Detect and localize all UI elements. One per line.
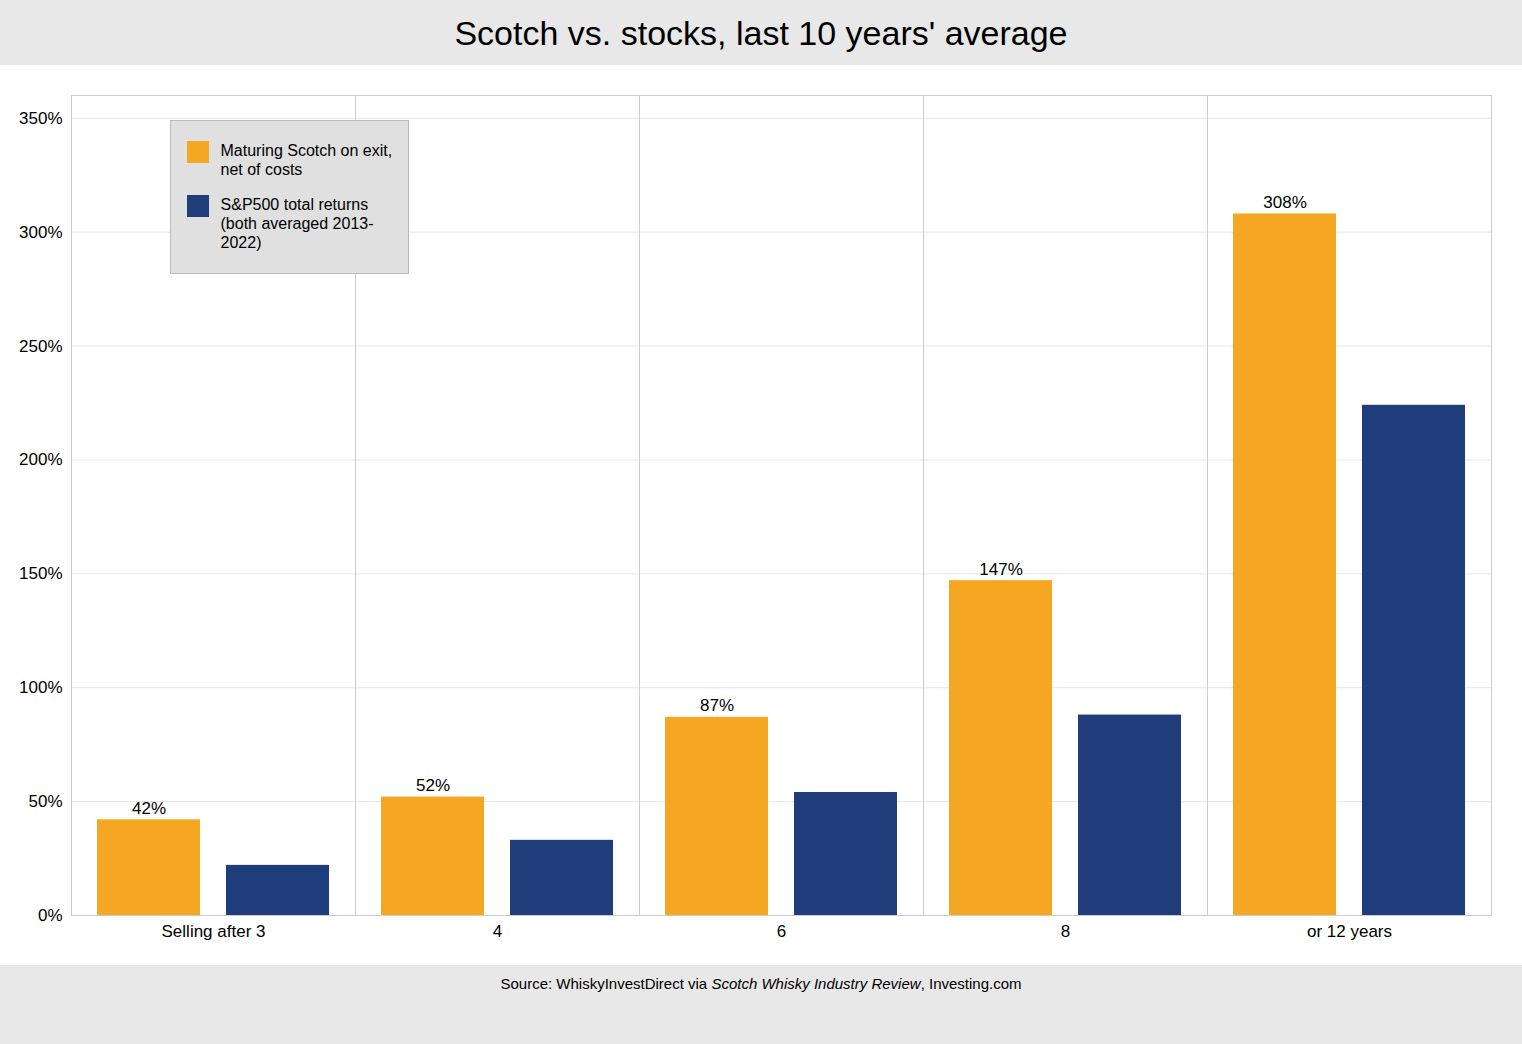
svg-text:150%: 150% [19, 564, 62, 583]
svg-text:42%: 42% [132, 799, 166, 818]
html-text:S&P500 total returns (both ave: S&P500 total returns (both averaged 2013… [220, 196, 374, 252]
svg-text:100%: 100% [19, 678, 62, 697]
svg-text:0%: 0% [38, 906, 63, 925]
svg-text:6: 6 [777, 922, 786, 941]
svg-text:147%: 147% [979, 560, 1022, 579]
html-text:Scotch vs. stocks, last 10 yea: Scotch vs. stocks, last 10 years' averag… [454, 14, 1068, 52]
svg-text:250%: 250% [19, 336, 62, 355]
svg-text:52%: 52% [416, 776, 450, 795]
svg-text:87%: 87% [700, 696, 734, 715]
svg-text:4: 4 [493, 922, 502, 941]
svg-text:50%: 50% [28, 792, 62, 811]
html-text:Maturing Scotch on exit, net o: Maturing Scotch on exit, net of costs [220, 141, 393, 178]
svg-text:300%: 300% [19, 223, 62, 242]
svg-text:Selling after 3: Selling after 3 [162, 922, 266, 941]
svg-text:200%: 200% [19, 450, 62, 469]
svg-text:308%: 308% [1263, 193, 1306, 212]
svg-text:or 12 years: or 12 years [1307, 922, 1392, 941]
svg-text:350%: 350% [19, 109, 62, 128]
svg-text:8: 8 [1061, 922, 1070, 941]
html-text:Source: WhiskyInvestDirect via: Source: WhiskyInvestDirect via Scotch Wh… [500, 975, 1022, 992]
